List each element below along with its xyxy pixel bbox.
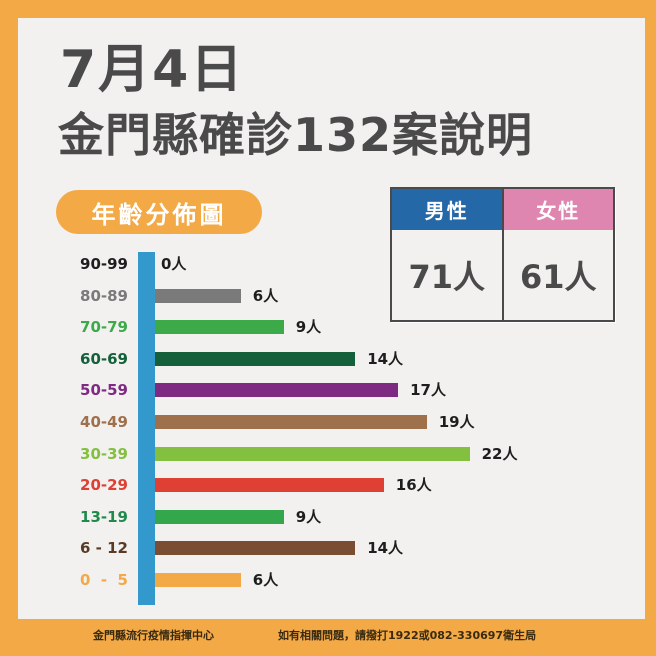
age-bar xyxy=(155,541,356,556)
age-bar xyxy=(155,478,384,493)
chart-row: 70-79 9人 xyxy=(0,317,656,337)
chart-row: 6 - 12 14人 xyxy=(0,538,656,558)
age-bar xyxy=(155,288,241,303)
chart-row: 50-59 17人 xyxy=(0,380,656,400)
footer-contact: 如有相關問題，請撥打1922或082-330697衛生局 xyxy=(278,629,537,642)
age-bar xyxy=(155,509,284,524)
bar-value-label: 9人 xyxy=(295,507,322,526)
age-bar xyxy=(155,383,399,398)
age-range-label: 0 - 5 xyxy=(80,571,128,589)
chart-row: 30-39 22人 xyxy=(0,444,656,464)
gender-table: 男性 71人 女性 61人 xyxy=(390,187,615,322)
age-range-label: 60-69 xyxy=(80,349,128,368)
age-bar xyxy=(155,320,284,335)
bar-value-label: 14人 xyxy=(367,539,404,558)
male-count: 71人 xyxy=(408,258,486,296)
gender-female-column: 女性 61人 xyxy=(501,189,613,320)
age-range-label: 70-79 xyxy=(80,318,128,337)
age-bar xyxy=(155,573,241,587)
age-bar xyxy=(155,415,427,429)
bar-value-label: 0人 xyxy=(161,255,187,273)
female-count: 61人 xyxy=(519,258,597,296)
age-bar xyxy=(155,446,470,461)
age-range-label: 50-59 xyxy=(80,381,128,400)
male-header: 男性 xyxy=(392,189,502,230)
age-bar xyxy=(155,351,356,366)
content-panel xyxy=(18,18,645,619)
bar-value-label: 22人 xyxy=(481,444,518,463)
chart-row: 60-69 14人 xyxy=(0,349,656,369)
bar-value-label: 9人 xyxy=(295,318,322,337)
age-distribution-badge: 年齡分佈圖 xyxy=(56,190,262,234)
chart-row: 90-99 0人 xyxy=(0,254,656,274)
bar-value-label: 17人 xyxy=(410,381,446,400)
report-date: 7月4日 xyxy=(60,40,245,100)
bar-value-label: 16人 xyxy=(395,476,432,495)
chart-axis xyxy=(138,252,155,605)
age-range-label: 6 - 12 xyxy=(80,539,128,558)
age-range-label: 80-89 xyxy=(80,286,128,305)
chart-row: 13-19 9人 xyxy=(0,507,656,527)
footer-organization: 金門縣流行疫情指揮中心 xyxy=(93,629,214,642)
bar-value-label: 6人 xyxy=(252,571,279,589)
age-range-label: 30-39 xyxy=(80,444,128,463)
female-header: 女性 xyxy=(503,189,613,230)
gender-male-column: 男性 71人 xyxy=(392,189,502,320)
chart-row: 80-89 6人 xyxy=(0,286,656,306)
chart-row: 40-49 19人 xyxy=(0,412,656,432)
chart-row: 20-29 16人 xyxy=(0,475,656,495)
age-range-label: 90-99 xyxy=(80,255,128,273)
age-range-label: 40-49 xyxy=(80,413,128,431)
page-title: 金門縣確診132案說明 xyxy=(58,108,534,162)
bar-value-label: 14人 xyxy=(367,349,404,368)
age-range-label: 20-29 xyxy=(80,476,128,495)
bar-value-label: 19人 xyxy=(438,413,475,431)
bar-value-label: 6人 xyxy=(252,286,279,305)
chart-row: 0 - 5 6人 xyxy=(0,570,656,590)
age-range-label: 13-19 xyxy=(80,507,128,526)
